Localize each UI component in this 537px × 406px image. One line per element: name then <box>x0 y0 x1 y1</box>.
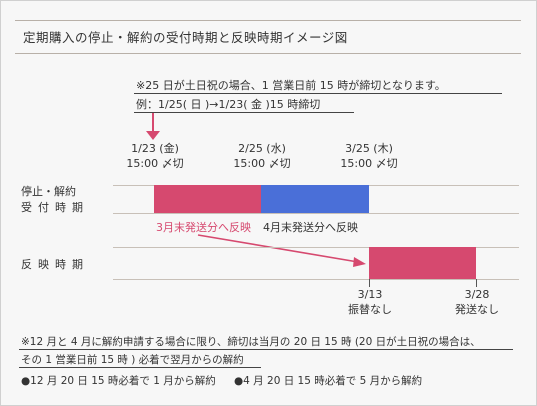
footer-bullet-1: ●12 月 20 日 15 時必着で 1 月から解約 <box>21 375 216 387</box>
reflect-tick-2 <box>476 279 477 287</box>
deadline-2: 2/25 (水) 15:00 〆切 <box>226 141 298 171</box>
footer-line-2: その 1 営業日前 15 時 ) 必着で翌月からの解約 <box>21 354 244 366</box>
note-underline-1 <box>134 93 502 94</box>
deadline-3-time: 15:00 〆切 <box>340 157 398 170</box>
deadline-3-date: 3/25 (木) <box>345 142 393 155</box>
reflect-point-1-date: 3/13 <box>357 288 383 301</box>
reflect-arrow-icon <box>197 234 366 267</box>
reflect-point-2-date: 3/28 <box>464 288 490 301</box>
row-label-accept-line2: 受付時期 <box>21 201 89 214</box>
deadline-1-date: 1/23 (金) <box>131 142 179 155</box>
reflect-point-2-note: 発送なし <box>455 303 499 316</box>
row-label-accept-line1: 停止・解約 <box>21 185 76 198</box>
bar-label-march: 3月末発送分へ反映 <box>156 221 251 234</box>
reflect-point-1: 3/13 振替なし <box>334 287 406 317</box>
reflect-bar <box>369 247 476 279</box>
footer-underline-1 <box>19 349 513 350</box>
deadline-1: 1/23 (金) 15:00 〆切 <box>119 141 191 171</box>
reflect-row-bottom-line <box>113 279 519 280</box>
footer-line-1: ※12 月と 4 月に解約申請する場合に限り、締切は当月の 20 日 15 時 … <box>21 336 481 348</box>
note-line-2: 例：1/25( 日 )→1/23( 金 )15 時締切 <box>136 98 321 111</box>
footer-underline-2 <box>19 367 261 368</box>
reflect-tick-1 <box>369 279 370 287</box>
deadline-1-time: 15:00 〆切 <box>126 157 184 170</box>
footer-bullet-2: ●4 月 20 日 15 時必着で 5 月から解約 <box>234 375 423 387</box>
march-window-bar <box>154 185 261 213</box>
reflect-point-1-note: 振替なし <box>348 303 392 316</box>
page-title: 定期購入の停止・解約の受付時期と反映時期イメージ図 <box>23 30 348 45</box>
bar-label-april: 4月末発送分へ反映 <box>263 221 358 234</box>
deadline-3: 3/25 (木) 15:00 〆切 <box>333 141 405 171</box>
deadline-2-time: 15:00 〆切 <box>233 157 291 170</box>
down-arrow-icon <box>146 113 160 140</box>
title-top-rule <box>15 20 521 21</box>
reflect-point-2: 3/28 発送なし <box>441 287 513 317</box>
row-label-accept: 停止・解約 受付時期 <box>21 184 89 216</box>
title-bottom-rule <box>15 53 521 54</box>
row-label-reflect: 反映時期 <box>21 258 89 271</box>
april-window-bar <box>261 185 369 213</box>
note-line-1: ※25 日が土日祝の場合、1 営業日前 15 時が締切となります。 <box>136 79 446 92</box>
deadline-2-date: 2/25 (水) <box>238 142 286 155</box>
reflect-row-top-line <box>113 247 519 248</box>
note-underline-2 <box>134 112 354 113</box>
accept-row-bottom-line <box>113 213 519 214</box>
